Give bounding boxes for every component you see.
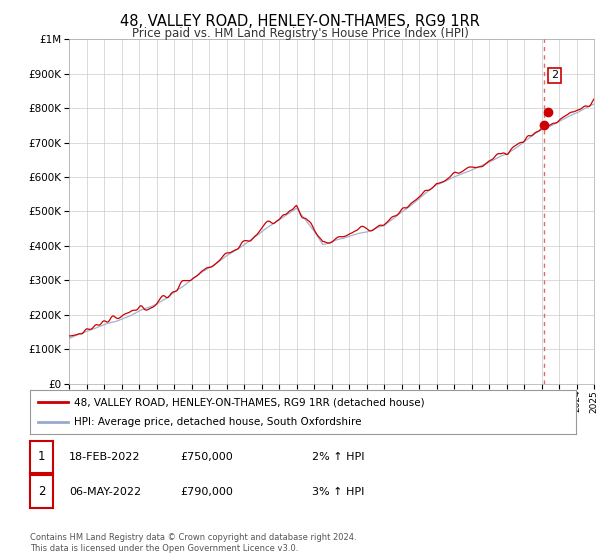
Text: 2: 2	[38, 485, 45, 498]
Text: 48, VALLEY ROAD, HENLEY-ON-THAMES, RG9 1RR (detached house): 48, VALLEY ROAD, HENLEY-ON-THAMES, RG9 1…	[74, 397, 424, 407]
Text: 18-FEB-2022: 18-FEB-2022	[69, 452, 140, 462]
Text: 3% ↑ HPI: 3% ↑ HPI	[312, 487, 364, 497]
Text: £750,000: £750,000	[180, 452, 233, 462]
Text: 1: 1	[38, 450, 45, 464]
Text: 2% ↑ HPI: 2% ↑ HPI	[312, 452, 365, 462]
Text: £790,000: £790,000	[180, 487, 233, 497]
Text: Price paid vs. HM Land Registry's House Price Index (HPI): Price paid vs. HM Land Registry's House …	[131, 27, 469, 40]
Text: 06-MAY-2022: 06-MAY-2022	[69, 487, 141, 497]
Text: HPI: Average price, detached house, South Oxfordshire: HPI: Average price, detached house, Sout…	[74, 417, 361, 427]
Text: Contains HM Land Registry data © Crown copyright and database right 2024.
This d: Contains HM Land Registry data © Crown c…	[30, 533, 356, 553]
Text: 2: 2	[551, 71, 558, 81]
Text: 48, VALLEY ROAD, HENLEY-ON-THAMES, RG9 1RR: 48, VALLEY ROAD, HENLEY-ON-THAMES, RG9 1…	[120, 14, 480, 29]
